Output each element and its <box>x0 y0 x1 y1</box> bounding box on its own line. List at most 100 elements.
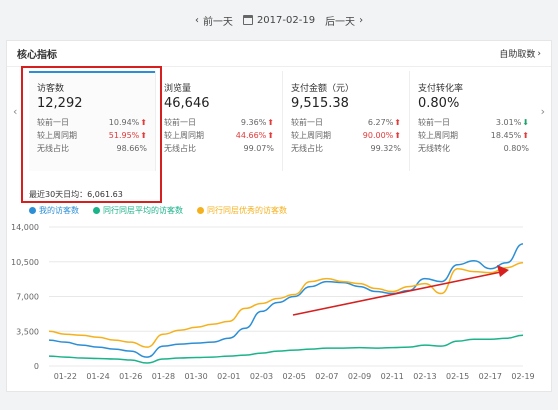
metric-compare-row: 较前一日 3.01% ⬇ <box>418 116 529 129</box>
metric-value: 46,646 <box>164 96 210 111</box>
y-tick-label: 3,500 <box>16 327 39 336</box>
y-tick-label: 10,500 <box>11 258 39 267</box>
calendar-icon <box>242 15 253 25</box>
metric-compare-row: 无线占比 99.07% <box>164 142 274 155</box>
compare-label: 无线占比 <box>37 144 69 153</box>
line-chart: 0 3,500 7,000 10,500 14,000 01-22 01-24 01-26 01… <box>11 223 535 381</box>
compare-label: 无线占比 <box>164 144 196 153</box>
compare-label: 较前一日 <box>291 118 323 127</box>
y-tick-label: 7,000 <box>16 293 39 302</box>
compare-label: 较上周同期 <box>291 131 331 140</box>
core-metrics-panel: 核心指标 自助取数 › ‹ › 访客数 12,292 较前一日 10.94% ⬆ 较上周同… <box>6 40 552 392</box>
x-tick-label: 01-22 <box>54 372 77 381</box>
compare-label: 较上周同期 <box>164 131 204 140</box>
metric-name: 浏览量 <box>164 84 192 94</box>
trend-up-icon: ⬆ <box>140 118 147 127</box>
compare-value: 9.36% ⬆ <box>240 118 274 127</box>
x-tick-label: 02-07 <box>315 372 338 381</box>
metric-compare-row: 较前一日 10.94% ⬆ <box>37 116 147 129</box>
compare-value: 51.95% ⬆ <box>108 131 147 140</box>
carousel-next-icon[interactable]: › <box>540 105 545 118</box>
x-tick-label: 02-03 <box>250 372 273 381</box>
metric-name: 访客数 <box>37 84 65 94</box>
trend-up-icon: ⬆ <box>394 118 401 127</box>
chevron-right-icon: › <box>537 48 541 59</box>
legend-label: 我的访客数 <box>39 206 79 215</box>
metric-compare-row: 较上周同期 90.00% ⬆ <box>291 129 401 142</box>
metric-compare-row: 较上周同期 18.45% ⬆ <box>418 129 529 142</box>
metrics-row: 访客数 12,292 较前一日 10.94% ⬆ 较上周同期 51.95% ⬆ 无线占比 98.6… <box>29 71 537 171</box>
custom-data-link[interactable]: 自助取数 › <box>499 48 541 61</box>
compare-value: 99.32% <box>370 144 401 153</box>
metric-compare-row: 较前一日 9.36% ⬆ <box>164 116 274 129</box>
metric-card-payment-amount[interactable]: 支付金额（元） 9,515.38 较前一日 6.27% ⬆ 较上周同期 90.00% ⬆ 无线占… <box>283 71 410 171</box>
metric-name: 支付金额（元） <box>291 84 355 94</box>
panel-header: 核心指标 自助取数 › <box>7 41 551 67</box>
trend-up-icon: ⬆ <box>522 131 529 140</box>
y-tick-label: 0 <box>34 362 39 371</box>
metric-name: 支付转化率 <box>418 84 464 94</box>
panel-title: 核心指标 <box>17 50 57 61</box>
next-day-button[interactable]: 后一天 › <box>325 14 364 28</box>
legend-item[interactable]: 我的访客数 <box>29 205 79 216</box>
compare-value: 3.01% ⬇ <box>495 118 529 127</box>
chevron-left-icon: ‹ <box>194 14 199 26</box>
compare-label: 无线占比 <box>291 144 323 153</box>
x-tick-label: 02-19 <box>511 372 534 381</box>
legend-item[interactable]: 同行同层优秀的访客数 <box>197 205 287 216</box>
legend-dot-icon <box>29 207 36 214</box>
compare-value: 18.45% ⬆ <box>490 131 529 140</box>
annotation-arrow-line <box>292 271 502 316</box>
legend-item[interactable]: 同行同层平均的访客数 <box>93 205 183 216</box>
metric-value: 9,515.38 <box>291 96 349 111</box>
annotation-arrow-head <box>497 265 509 277</box>
metric-compare-row: 无线占比 98.66% <box>37 142 147 155</box>
trend-up-icon: ⬆ <box>394 131 401 140</box>
compare-value: 10.94% ⬆ <box>108 118 147 127</box>
x-tick-label: 02-01 <box>217 372 240 381</box>
carousel-prev-icon[interactable]: ‹ <box>13 105 18 118</box>
metric-compare-row: 无线转化 0.80% <box>418 142 529 155</box>
legend-dot-icon <box>197 207 204 214</box>
date-navigator: ‹ 前一天 2017-02-19 后一天 › <box>0 0 558 40</box>
x-tick-label: 02-11 <box>381 372 404 381</box>
prev-day-button[interactable]: ‹ 前一天 <box>194 14 233 28</box>
legend-dot-icon <box>93 207 100 214</box>
metric-compare-row: 较上周同期 44.66% ⬆ <box>164 129 274 142</box>
x-tick-label: 02-05 <box>283 372 306 381</box>
trend-down-icon: ⬇ <box>522 118 529 127</box>
series-line <box>48 243 524 358</box>
metric-card-pageviews[interactable]: 浏览量 46,646 较前一日 9.36% ⬆ 较上周同期 44.66% ⬆ 无线占比 99.07… <box>156 71 283 171</box>
compare-value: 0.80% <box>503 144 529 153</box>
chart-legend: 我的访客数 同行同层平均的访客数 同行同层优秀的访客数 <box>29 205 287 216</box>
x-tick-label: 01-30 <box>184 372 207 381</box>
x-tick-label: 01-26 <box>119 372 142 381</box>
x-tick-label: 02-13 <box>413 372 436 381</box>
metric-card-conversion-rate[interactable]: 支付转化率 0.80% 较前一日 3.01% ⬇ 较上周同期 18.45% ⬆ 无线转化 0.80… <box>410 71 537 171</box>
compare-label: 较上周同期 <box>37 131 77 140</box>
compare-value: 90.00% ⬆ <box>362 131 401 140</box>
compare-value: 98.66% <box>116 144 147 153</box>
trend-up-icon: ⬆ <box>267 118 274 127</box>
chevron-right-icon: › <box>359 14 364 26</box>
metric-compare-row: 较上周同期 51.95% ⬆ <box>37 129 147 142</box>
compare-label: 较前一日 <box>37 118 69 127</box>
compare-value: 44.66% ⬆ <box>235 131 274 140</box>
x-tick-label: 02-17 <box>479 372 502 381</box>
metric-compare-row: 较前一日 6.27% ⬆ <box>291 116 401 129</box>
legend-label: 同行同层平均的访客数 <box>103 206 183 215</box>
x-tick-label: 01-24 <box>86 372 109 381</box>
x-tick-label: 02-09 <box>348 372 371 381</box>
series-line <box>48 334 524 364</box>
date-display[interactable]: 2017-02-19 <box>242 15 315 26</box>
compare-label: 较上周同期 <box>418 131 458 140</box>
y-tick-label: 14,000 <box>11 223 39 232</box>
compare-label: 较前一日 <box>164 118 196 127</box>
metric-value: 0.80% <box>418 96 460 111</box>
thirty-day-average: 最近30天日均：6,061.63 <box>29 190 123 199</box>
compare-value: 99.07% <box>243 144 274 153</box>
trend-up-icon: ⬆ <box>267 131 274 140</box>
x-tick-label: 01-28 <box>152 372 175 381</box>
compare-label: 较前一日 <box>418 118 450 127</box>
metric-card-visitors[interactable]: 访客数 12,292 较前一日 10.94% ⬆ 较上周同期 51.95% ⬆ 无线占比 98.6… <box>29 71 156 171</box>
